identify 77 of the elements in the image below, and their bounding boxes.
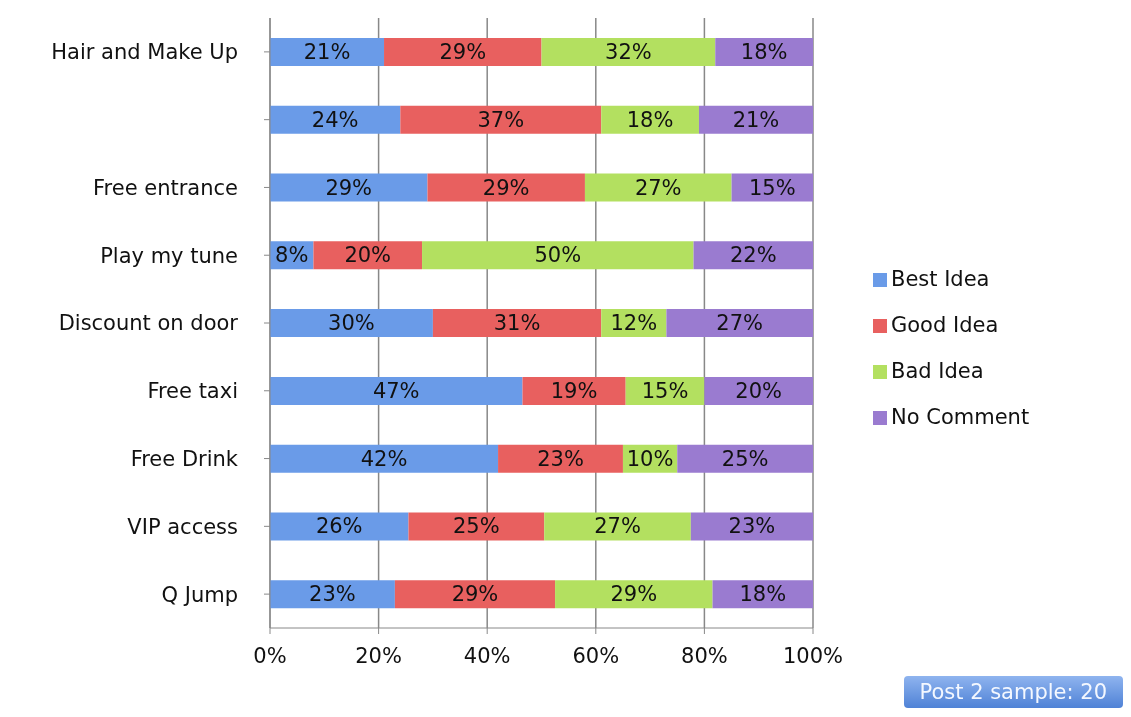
bar: [432, 309, 602, 338]
bar: [400, 105, 602, 134]
y-tick-label: VIP access: [127, 514, 238, 539]
x-tick-label: 20%: [355, 643, 402, 668]
bar: [270, 173, 428, 202]
data-label: 22%: [729, 243, 777, 268]
data-label: 30%: [328, 311, 375, 336]
y-tick-label: Free entrance: [93, 175, 238, 200]
data-label: 29%: [325, 175, 373, 200]
data-label: 27%: [716, 311, 764, 336]
bar: [270, 580, 395, 609]
data-label: 12%: [610, 311, 658, 336]
data-label: 18%: [740, 40, 788, 64]
data-label: 15%: [641, 378, 689, 403]
x-tick-label: 60%: [572, 643, 620, 668]
data-label: 29%: [610, 582, 658, 607]
bar: [690, 512, 813, 541]
data-label: 23%: [537, 446, 584, 471]
data-label: 27%: [594, 514, 641, 539]
data-label: 10%: [626, 446, 674, 471]
legend-label: Bad Idea: [891, 359, 984, 383]
bar: [270, 444, 499, 473]
data-label: 8%: [275, 243, 309, 268]
text: Post 2 sample: 20: [903, 676, 1123, 708]
data-label: 21%: [732, 107, 780, 132]
data-label: 19%: [550, 378, 598, 403]
data-label: 29%: [439, 40, 487, 64]
data-label: 18%: [739, 582, 787, 607]
x-tick-label: 0%: [253, 643, 287, 668]
bar: [270, 376, 523, 405]
bar: [544, 512, 691, 541]
data-label: 42%: [360, 446, 408, 471]
data-label: 31%: [493, 311, 541, 336]
data-label: 20%: [344, 243, 392, 268]
bar: [555, 580, 713, 609]
x-tick-label: 40%: [463, 643, 511, 668]
bar: [677, 444, 813, 473]
data-label: 23%: [728, 514, 776, 539]
y-tick-label: Free taxi: [147, 379, 238, 404]
data-label: 18%: [626, 107, 674, 132]
bar: [498, 444, 623, 473]
bar: [422, 241, 694, 270]
data-label: 24%: [311, 107, 359, 132]
data-label: 25%: [721, 446, 769, 471]
bar: [270, 105, 401, 134]
bar: [698, 105, 813, 134]
data-label: 29%: [451, 582, 499, 607]
legend-label: No Comment: [891, 405, 1030, 429]
x-tick-label: 80%: [681, 643, 728, 668]
data-label: 47%: [372, 378, 420, 403]
bar: [408, 512, 545, 541]
bar: [666, 309, 813, 338]
data-label: 27%: [634, 175, 682, 200]
bar: [427, 173, 585, 202]
data-label: 37%: [477, 107, 525, 132]
data-label: 23%: [309, 582, 356, 607]
data-label: 50%: [534, 243, 582, 268]
y-tick-label: Play my tune: [100, 243, 238, 268]
data-label: 20%: [735, 378, 783, 403]
data-label: 32%: [605, 40, 652, 64]
data-label: 29%: [482, 175, 530, 200]
y-tick-label: Q Jump: [161, 582, 238, 607]
bar: [384, 38, 542, 66]
y-tick-label: Hair and Make Up: [51, 40, 238, 65]
y-tick-label: Free Drink: [130, 447, 239, 472]
bar: [394, 580, 556, 609]
bar: [270, 309, 433, 338]
y-tick-label: Discount on door: [58, 311, 239, 336]
legend-label: Good Idea: [891, 313, 999, 337]
data-label: 15%: [748, 175, 796, 200]
data-label: 21%: [303, 40, 351, 64]
bar: [584, 173, 732, 202]
legend-label: Best Idea: [891, 267, 990, 291]
bar: [541, 38, 716, 66]
x-tick-label: 100%: [782, 643, 844, 668]
data-label: 26%: [315, 514, 363, 539]
data-label: 25%: [453, 514, 500, 539]
